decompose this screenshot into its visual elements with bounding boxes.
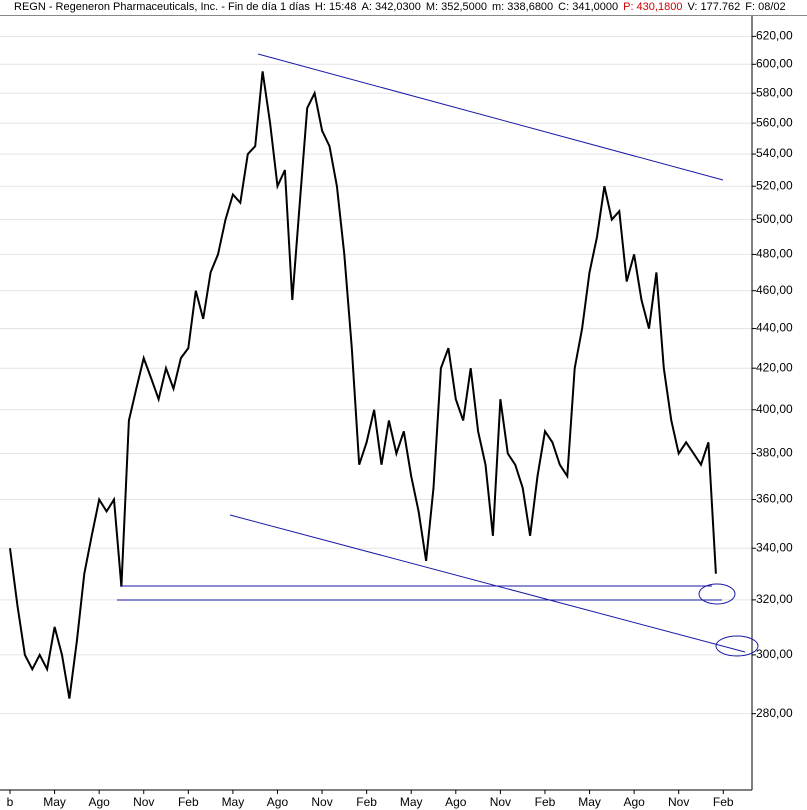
trend-line — [257, 53, 724, 181]
annotations — [117, 53, 759, 657]
x-tick-label: Feb — [356, 795, 377, 809]
header-field: REGN - Regeneron Pharmaceuticals, Inc. -… — [14, 1, 310, 13]
y-tick-label: 300,00 — [756, 647, 793, 661]
y-tick-label: 540,00 — [756, 146, 793, 160]
x-tick-label: Nov — [668, 795, 689, 809]
header-field: V: 177.762 — [687, 1, 741, 13]
x-tick-label: Nov — [133, 795, 154, 809]
x-tick-label: Nov — [311, 795, 332, 809]
y-tick-label: 520,00 — [756, 178, 793, 192]
x-tick-label: May — [578, 795, 601, 809]
x-tick-label: May — [400, 795, 423, 809]
x-tick-label: Ago — [267, 795, 289, 809]
y-tick-label: 600,00 — [756, 56, 793, 70]
x-tick-label: Feb — [535, 795, 556, 809]
y-tick-label: 560,00 — [756, 115, 793, 129]
header-field: A: 342,0300 — [361, 1, 421, 13]
header-field: m: 338,6800 — [492, 1, 554, 13]
x-tick-label: Ago — [445, 795, 467, 809]
header-field: P: 430,1800 — [623, 1, 683, 13]
trend-line — [229, 514, 746, 653]
x-tick-label: May — [43, 795, 66, 809]
highlight-ellipse — [715, 635, 759, 657]
header-field: H: 15:48 — [314, 1, 357, 13]
y-tick-label: 280,00 — [756, 706, 793, 720]
x-tick-label: Feb — [178, 795, 199, 809]
y-tick-label: 420,00 — [756, 360, 793, 374]
price-line — [9, 71, 717, 699]
y-tick-label: 340,00 — [756, 540, 793, 554]
header-field: C: 341,0000 — [558, 1, 619, 13]
y-tick-label: 320,00 — [756, 592, 793, 606]
highlight-ellipse — [698, 583, 736, 605]
x-tick-label: Ago — [623, 795, 645, 809]
x-tick-label: Nov — [490, 795, 511, 809]
y-tick-label: 440,00 — [756, 321, 793, 335]
x-tick-label: Feb — [713, 795, 734, 809]
y-tick-label: 460,00 — [756, 283, 793, 297]
header-field: F: 08/02 — [745, 1, 786, 13]
y-tick-label: 500,00 — [756, 212, 793, 226]
y-tick-label: 480,00 — [756, 247, 793, 261]
y-tick-label: 620,00 — [756, 29, 793, 43]
x-tick-label: May — [222, 795, 245, 809]
y-tick-label: 360,00 — [756, 492, 793, 506]
y-tick-label: 400,00 — [756, 402, 793, 416]
header-field: M: 352,5000 — [425, 1, 488, 13]
x-tick-label: Ago — [88, 795, 110, 809]
header: REGN - Regeneron Pharmaceuticals, Inc. -… — [0, 0, 807, 16]
x-tick-label: b — [7, 795, 14, 809]
y-tick-label: 580,00 — [756, 85, 793, 99]
y-tick-label: 380,00 — [756, 446, 793, 460]
